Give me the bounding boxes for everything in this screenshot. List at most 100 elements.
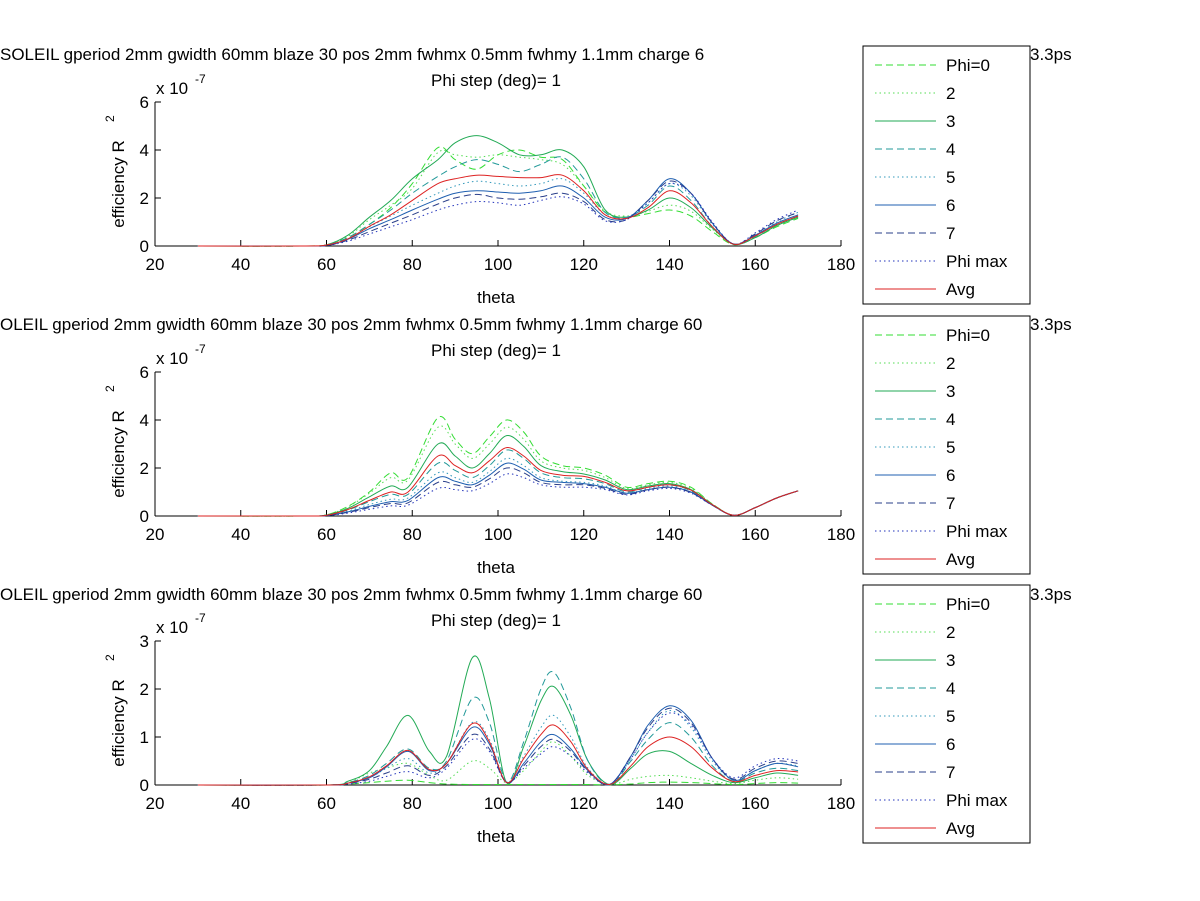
x-tick-label: 180	[827, 525, 855, 544]
legend-label: 3	[946, 382, 955, 401]
x-axis-label: theta	[477, 827, 515, 846]
series-line-7	[197, 180, 799, 247]
x-tick-label: 20	[146, 525, 165, 544]
x-tick-label: 140	[655, 525, 683, 544]
legend-label: 4	[946, 679, 955, 698]
x-tick-label: 60	[317, 794, 336, 813]
x-tick-label: 40	[231, 794, 250, 813]
legend-label: 6	[946, 196, 955, 215]
x-tick-label: 100	[484, 525, 512, 544]
chart-subtitle: Phi step (deg)= 1	[431, 71, 561, 90]
chart-panel-3: OLEIL gperiod 2mm gwidth 60mm blaze 30 p…	[0, 584, 1072, 846]
legend-label: Avg	[946, 280, 975, 299]
legend-label: 6	[946, 466, 955, 485]
x-tick-label: 100	[484, 794, 512, 813]
legend-label: 4	[946, 410, 955, 429]
chart-title: OLEIL gperiod 2mm gwidth 60mm blaze 30 p…	[0, 585, 702, 604]
x-axis-label: theta	[477, 558, 515, 577]
y-axis-label-sup: 2	[103, 385, 117, 392]
series-line-5	[197, 710, 799, 786]
x-tick-label: 80	[403, 525, 422, 544]
chart-title-tail: 3.3ps	[1030, 315, 1072, 334]
chart-panel-2: OLEIL gperiod 2mm gwidth 60mm blaze 30 p…	[0, 315, 1072, 577]
legend-label: 7	[946, 763, 955, 782]
legend-label: Phi max	[946, 522, 1008, 541]
legend-label: Phi max	[946, 791, 1008, 810]
series-line-phi-max	[197, 712, 799, 786]
legend-label: 2	[946, 84, 955, 103]
y-exponent-sup: -7	[195, 72, 206, 86]
x-tick-label: 160	[741, 525, 769, 544]
legend-box	[862, 315, 1031, 575]
series-line-2	[197, 741, 799, 786]
legend-label: 3	[946, 651, 955, 670]
legend: Phi=0 2 3 4 5 6 7 Phi max Avg	[862, 315, 1031, 575]
x-tick-label: 40	[231, 255, 250, 274]
x-tick-label: 100	[484, 255, 512, 274]
legend-label: 3	[946, 112, 955, 131]
chart-subtitle: Phi step (deg)= 1	[431, 611, 561, 630]
series-line-4	[197, 156, 799, 247]
legend-label: Avg	[946, 819, 975, 838]
legend-box	[862, 45, 1031, 305]
series-line-avg	[197, 447, 799, 517]
x-tick-label: 140	[655, 255, 683, 274]
y-tick-label: 3	[140, 632, 149, 651]
legend-box	[862, 584, 1031, 844]
chart-panel-1: SOLEIL gperiod 2mm gwidth 60mm blaze 30 …	[0, 45, 1072, 307]
series-line-2	[197, 425, 799, 517]
y-exponent-label: x 10	[156, 618, 188, 637]
series-line-phi=0	[197, 779, 799, 786]
legend: Phi=0 2 3 4 5 6 7 Phi max Avg	[862, 584, 1031, 844]
x-tick-label: 160	[741, 255, 769, 274]
series-line-3	[197, 655, 799, 786]
legend-label: Phi=0	[946, 56, 990, 75]
y-axis-label: efficiency R	[109, 410, 128, 498]
y-tick-label: 0	[140, 776, 149, 795]
series-line-avg	[197, 722, 799, 786]
series-line-avg	[197, 174, 799, 247]
x-tick-label: 180	[827, 255, 855, 274]
chart-title-tail: 3.3ps	[1030, 585, 1072, 604]
y-axis-label-group: efficiency R 2	[103, 385, 128, 498]
y-axis-label-group: efficiency R 2	[103, 115, 128, 228]
legend-label: 7	[946, 494, 955, 513]
x-tick-label: 20	[146, 794, 165, 813]
y-exponent-label: x 10	[156, 79, 188, 98]
x-tick-label: 180	[827, 794, 855, 813]
series-line-4	[197, 449, 799, 517]
y-exponent-sup: -7	[195, 611, 206, 625]
legend-label: Avg	[946, 550, 975, 569]
legend-label: 5	[946, 438, 955, 457]
legend-label: 2	[946, 354, 955, 373]
y-tick-label: 6	[140, 93, 149, 112]
x-tick-label: 120	[570, 525, 598, 544]
y-tick-label: 4	[140, 141, 149, 160]
chart-title-tail: 3.3ps	[1030, 45, 1072, 64]
y-tick-label: 2	[140, 680, 149, 699]
y-tick-label: 4	[140, 411, 149, 430]
y-tick-label: 0	[140, 237, 149, 256]
x-tick-label: 80	[403, 255, 422, 274]
y-axis-label-group: efficiency R 2	[103, 654, 128, 767]
x-tick-label: 140	[655, 794, 683, 813]
y-exponent-sup: -7	[195, 342, 206, 356]
legend-label: 5	[946, 707, 955, 726]
x-tick-label: 60	[317, 255, 336, 274]
series-line-phi-max	[197, 473, 799, 517]
y-exponent-label: x 10	[156, 349, 188, 368]
chart-title: OLEIL gperiod 2mm gwidth 60mm blaze 30 p…	[0, 315, 702, 334]
x-tick-label: 80	[403, 794, 422, 813]
y-axis-label-sup: 2	[103, 115, 117, 122]
x-tick-label: 60	[317, 525, 336, 544]
y-axis-label-sup: 2	[103, 654, 117, 661]
y-axis-label: efficiency R	[109, 679, 128, 767]
x-axis-label: theta	[477, 288, 515, 307]
legend-label: Phi max	[946, 252, 1008, 271]
y-axis-label: efficiency R	[109, 140, 128, 228]
legend-label: 6	[946, 735, 955, 754]
x-tick-label: 20	[146, 255, 165, 274]
legend-label: 5	[946, 168, 955, 187]
chart-subtitle: Phi step (deg)= 1	[431, 341, 561, 360]
